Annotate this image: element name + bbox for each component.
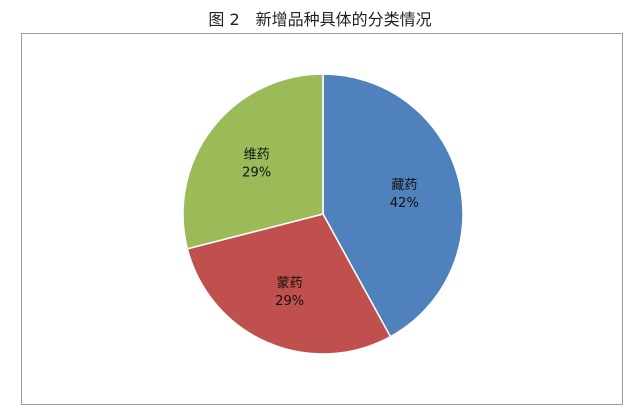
- slice-label: 藏药: [391, 178, 417, 193]
- slice-label: 蒙药: [277, 276, 303, 291]
- pie-slice-0: [322, 73, 464, 338]
- slice-value-label: 42%: [390, 196, 419, 211]
- pie-labels: 藏药 42% 蒙药 29% 维药 29%: [242, 148, 419, 310]
- slice-value-label: 29%: [242, 166, 271, 181]
- pie-slice-2: [182, 73, 324, 250]
- slice-value-label: 29%: [275, 294, 304, 309]
- pie-slice-1: [186, 213, 392, 355]
- chart-frame: [21, 33, 623, 405]
- chart-title: 图 2 新增品种具体的分类情况: [208, 10, 432, 29]
- pie-slices: [182, 73, 464, 355]
- slice-label: 维药: [244, 148, 270, 163]
